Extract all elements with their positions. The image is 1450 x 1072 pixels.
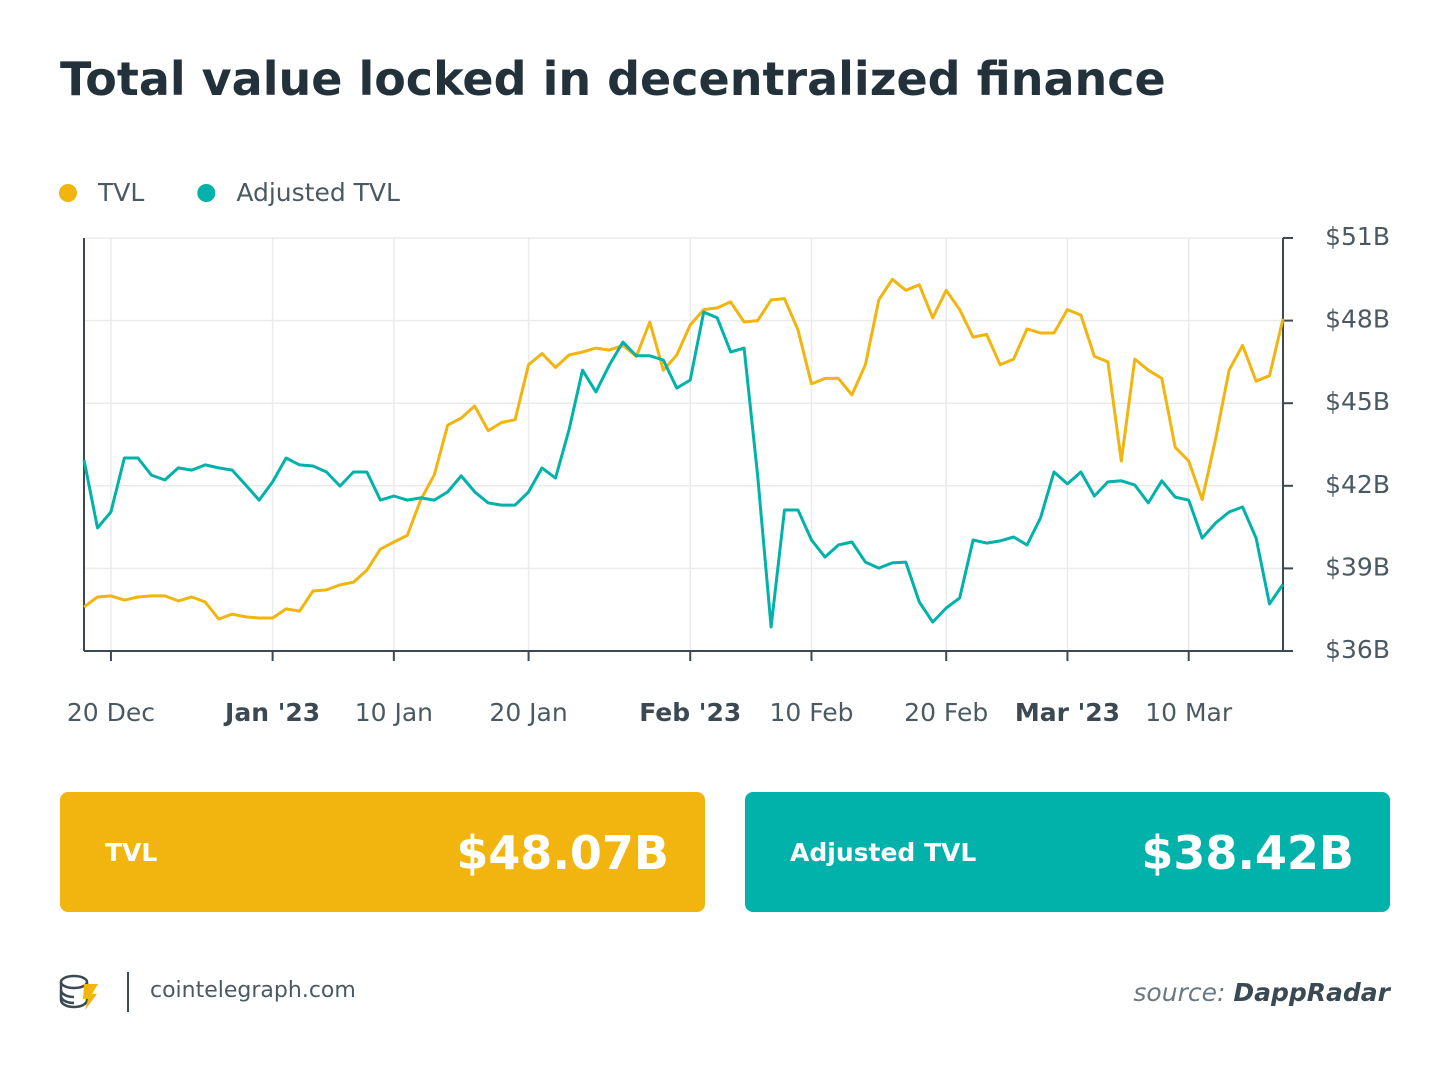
x-tick-label: 10 Jan [355,698,433,727]
legend-label: Adjusted TVL [236,178,400,207]
series-line [82,310,1285,629]
legend-label: TVL [97,178,144,207]
chart: TVL Adjusted TVL $36B $39B $42B $45B $48B $51B 2… [59,178,1390,727]
x-tick-label: 20 Dec [67,698,155,727]
legend-marker [197,184,216,202]
x-tick-label: Jan '23 [223,698,320,727]
adjusted-card: Adjusted TVL $38.42B [745,792,1390,912]
y-tick-label: $45B [1325,387,1390,416]
card-label: TVL [105,838,158,867]
source-name: DappRadar [1233,978,1390,1007]
site: cointelegraph.com [150,978,356,1003]
card-value: $48.07B [456,826,669,880]
y-tick-label: $42B [1325,470,1390,499]
y-tick-label: $48B [1325,305,1390,334]
card-label: Adjusted TVL [790,838,977,867]
card-value: $38.42B [1141,826,1354,880]
x-tick-label: Feb '23 [639,698,741,727]
series-line [83,277,1285,621]
x-tick-label: Mar '23 [1015,698,1120,727]
title: Total value locked in decentralized fina… [60,52,1166,106]
x-tick-label: 10 Feb [769,698,853,727]
y-tick-label: $36B [1325,635,1390,664]
logo [59,972,129,1012]
x-tick-label: 20 Feb [904,698,988,727]
y-tick-label: $51B [1325,222,1390,251]
x-tick-label: 20 Jan [489,698,567,727]
tvl-card: TVL $48.07B [60,792,705,912]
source-prefix: source: [1133,978,1226,1007]
x-tick-label: 10 Mar [1145,698,1233,727]
y-tick-label: $39B [1325,552,1390,581]
legend-marker [59,184,77,202]
source: source: DappRadar [1133,978,1390,1007]
